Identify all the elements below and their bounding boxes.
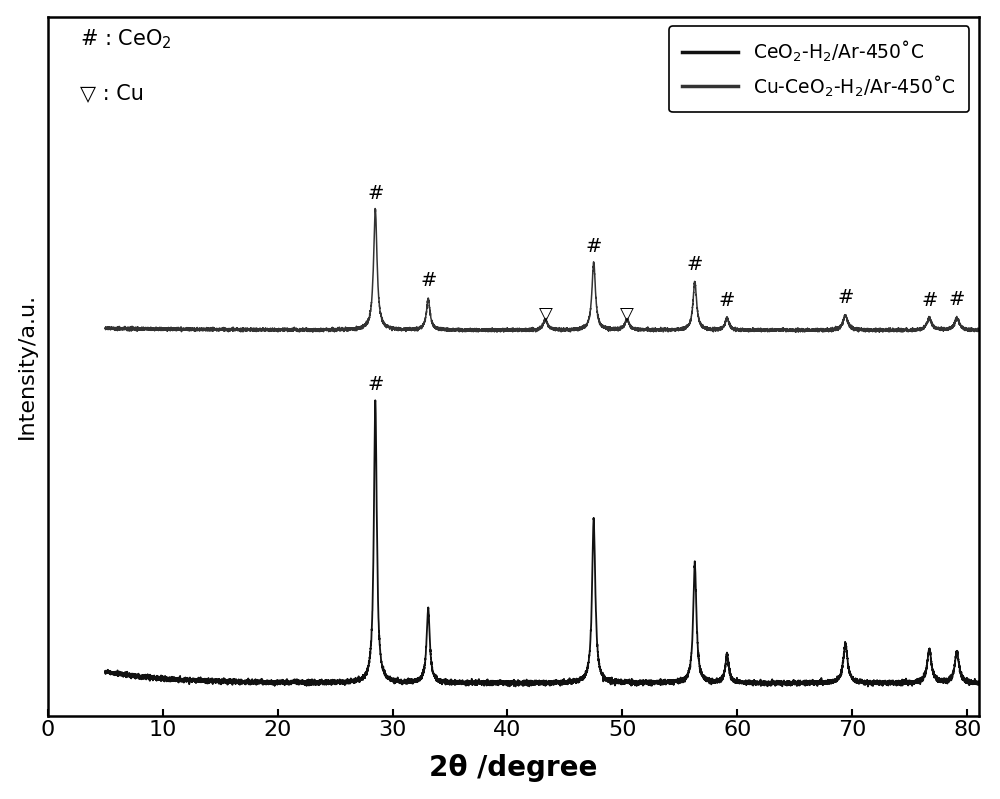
Text: # : CeO$_2$: # : CeO$_2$	[80, 27, 172, 51]
Text: #: #	[420, 271, 436, 290]
Text: #: #	[719, 291, 735, 310]
Text: #: #	[837, 288, 854, 307]
Text: #: #	[367, 185, 384, 204]
X-axis label: 2θ /degree: 2θ /degree	[429, 754, 597, 782]
Text: ▽: ▽	[538, 306, 552, 324]
Text: ▽ : Cu: ▽ : Cu	[80, 83, 144, 103]
Text: #: #	[921, 292, 937, 311]
Legend: CeO$_2$-H$_2$/Ar-450˚C, Cu-CeO$_2$-H$_2$/Ar-450˚C: CeO$_2$-H$_2$/Ar-450˚C, Cu-CeO$_2$-H$_2$…	[669, 26, 969, 113]
Y-axis label: Intensity/a.u.: Intensity/a.u.	[17, 293, 37, 439]
Text: #: #	[586, 237, 602, 256]
Text: #: #	[687, 255, 703, 273]
Text: ▽: ▽	[620, 306, 634, 324]
Text: #: #	[949, 290, 965, 309]
Text: #: #	[367, 375, 384, 394]
